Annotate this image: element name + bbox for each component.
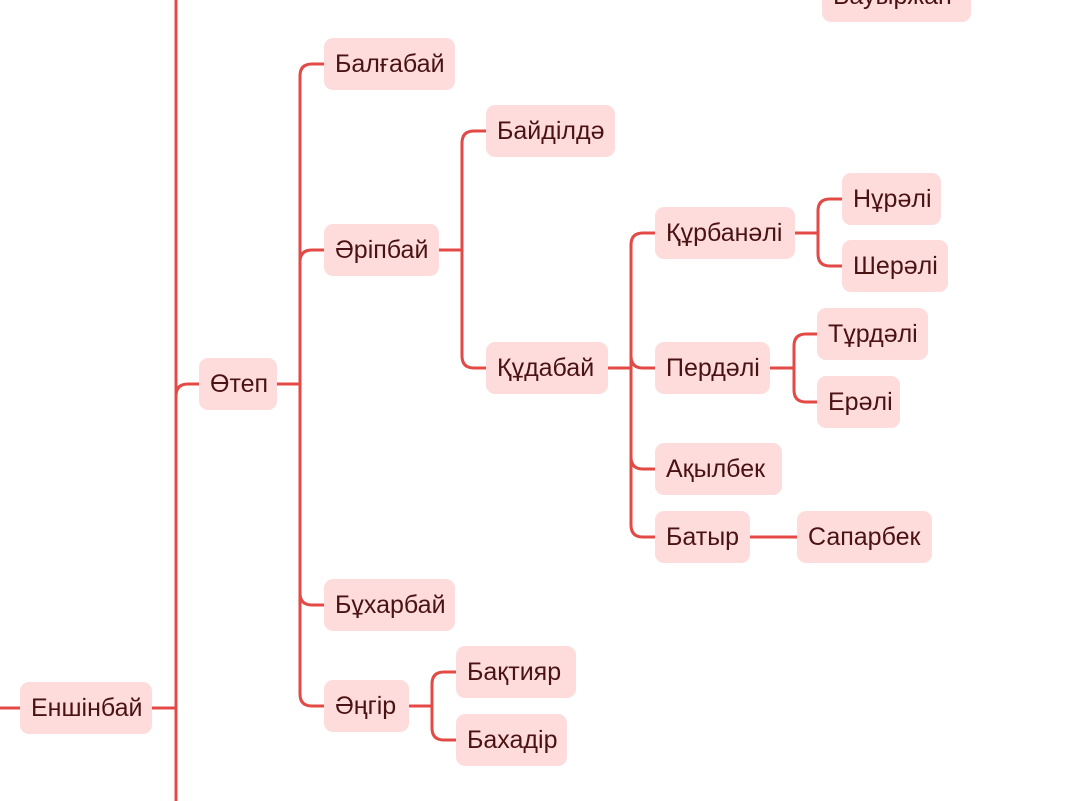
node-bukharbay[interactable]: Бұхарбай (324, 579, 455, 631)
node-angir[interactable]: Әңгір (324, 680, 409, 732)
node-aripbay[interactable]: Әріпбай (324, 224, 439, 276)
node-bauyrzhan[interactable]: Бауыржан (822, 0, 971, 22)
node-bakhadir[interactable]: Бахадір (456, 714, 567, 766)
node-enshinbay[interactable]: Еншінбай (20, 682, 152, 734)
node-kurbanali[interactable]: Құрбанәлі (655, 207, 795, 259)
node-akylbek[interactable]: Ақылбек (655, 443, 782, 495)
node-saparbek[interactable]: Сапарбек (797, 511, 932, 563)
node-perdali[interactable]: Пердәлі (655, 342, 770, 394)
node-balgabay[interactable]: Балғабай (324, 38, 455, 90)
node-baydildae[interactable]: Байділдә (486, 105, 615, 157)
node-otep[interactable]: Өтеп (199, 358, 277, 410)
node-sherali[interactable]: Шерәлі (842, 240, 948, 292)
node-batyr[interactable]: Батыр (655, 511, 750, 563)
node-erali[interactable]: Ерәлі (817, 376, 900, 428)
node-baktiyar[interactable]: Бақтияр (456, 646, 576, 698)
connector-lines (0, 0, 844, 801)
node-kudabay[interactable]: Құдабай (486, 342, 608, 394)
node-turdali[interactable]: Тұрдәлі (817, 308, 928, 360)
node-nurali[interactable]: Нұрәлі (842, 173, 941, 225)
